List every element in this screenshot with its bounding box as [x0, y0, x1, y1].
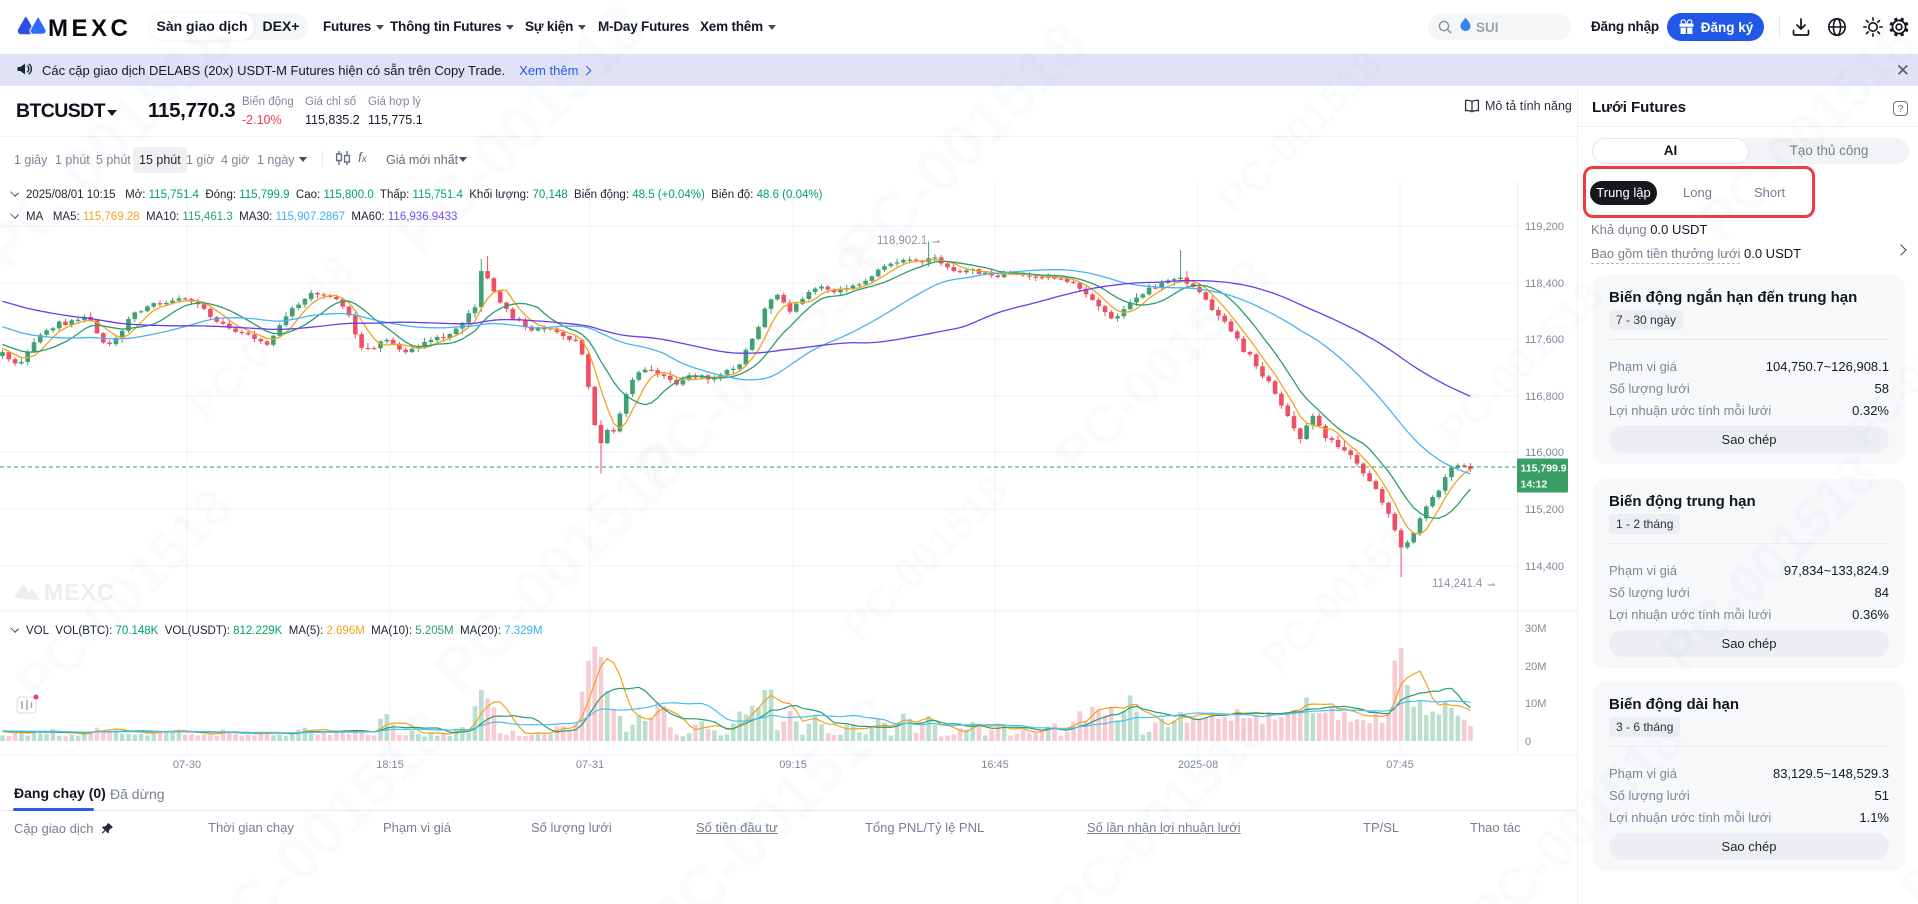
- svg-text:20M: 20M: [1525, 661, 1546, 673]
- svg-text:14:12: 14:12: [1521, 479, 1548, 491]
- svg-text:117,600: 117,600: [1525, 334, 1564, 346]
- svg-text:115,200: 115,200: [1525, 504, 1564, 516]
- svg-text:119,200: 119,200: [1525, 221, 1564, 233]
- svg-text:07:45: 07:45: [1386, 759, 1414, 771]
- svg-text:30M: 30M: [1525, 623, 1546, 635]
- svg-text:0: 0: [1525, 736, 1531, 748]
- svg-text:116,000: 116,000: [1525, 447, 1564, 459]
- svg-text:10M: 10M: [1525, 698, 1546, 710]
- svg-text:09:15: 09:15: [779, 759, 807, 771]
- svg-text:16:45: 16:45: [981, 759, 1009, 771]
- svg-text:⇀: ⇀: [932, 237, 940, 248]
- svg-text:115,799.9: 115,799.9: [1521, 463, 1567, 475]
- svg-text:18:15: 18:15: [376, 759, 404, 771]
- svg-text:MEXC: MEXC: [44, 579, 114, 605]
- svg-text:⇀: ⇀: [1487, 580, 1495, 591]
- svg-text:114,241.4: 114,241.4: [1432, 578, 1483, 590]
- svg-text:2025-08: 2025-08: [1178, 759, 1218, 771]
- svg-text:114,400: 114,400: [1525, 561, 1564, 573]
- svg-text:118,902.1: 118,902.1: [877, 235, 927, 247]
- svg-text:07-31: 07-31: [576, 759, 604, 771]
- svg-text:116,800: 116,800: [1525, 391, 1564, 403]
- svg-text:118,400: 118,400: [1525, 278, 1564, 290]
- svg-text:07-30: 07-30: [173, 759, 201, 771]
